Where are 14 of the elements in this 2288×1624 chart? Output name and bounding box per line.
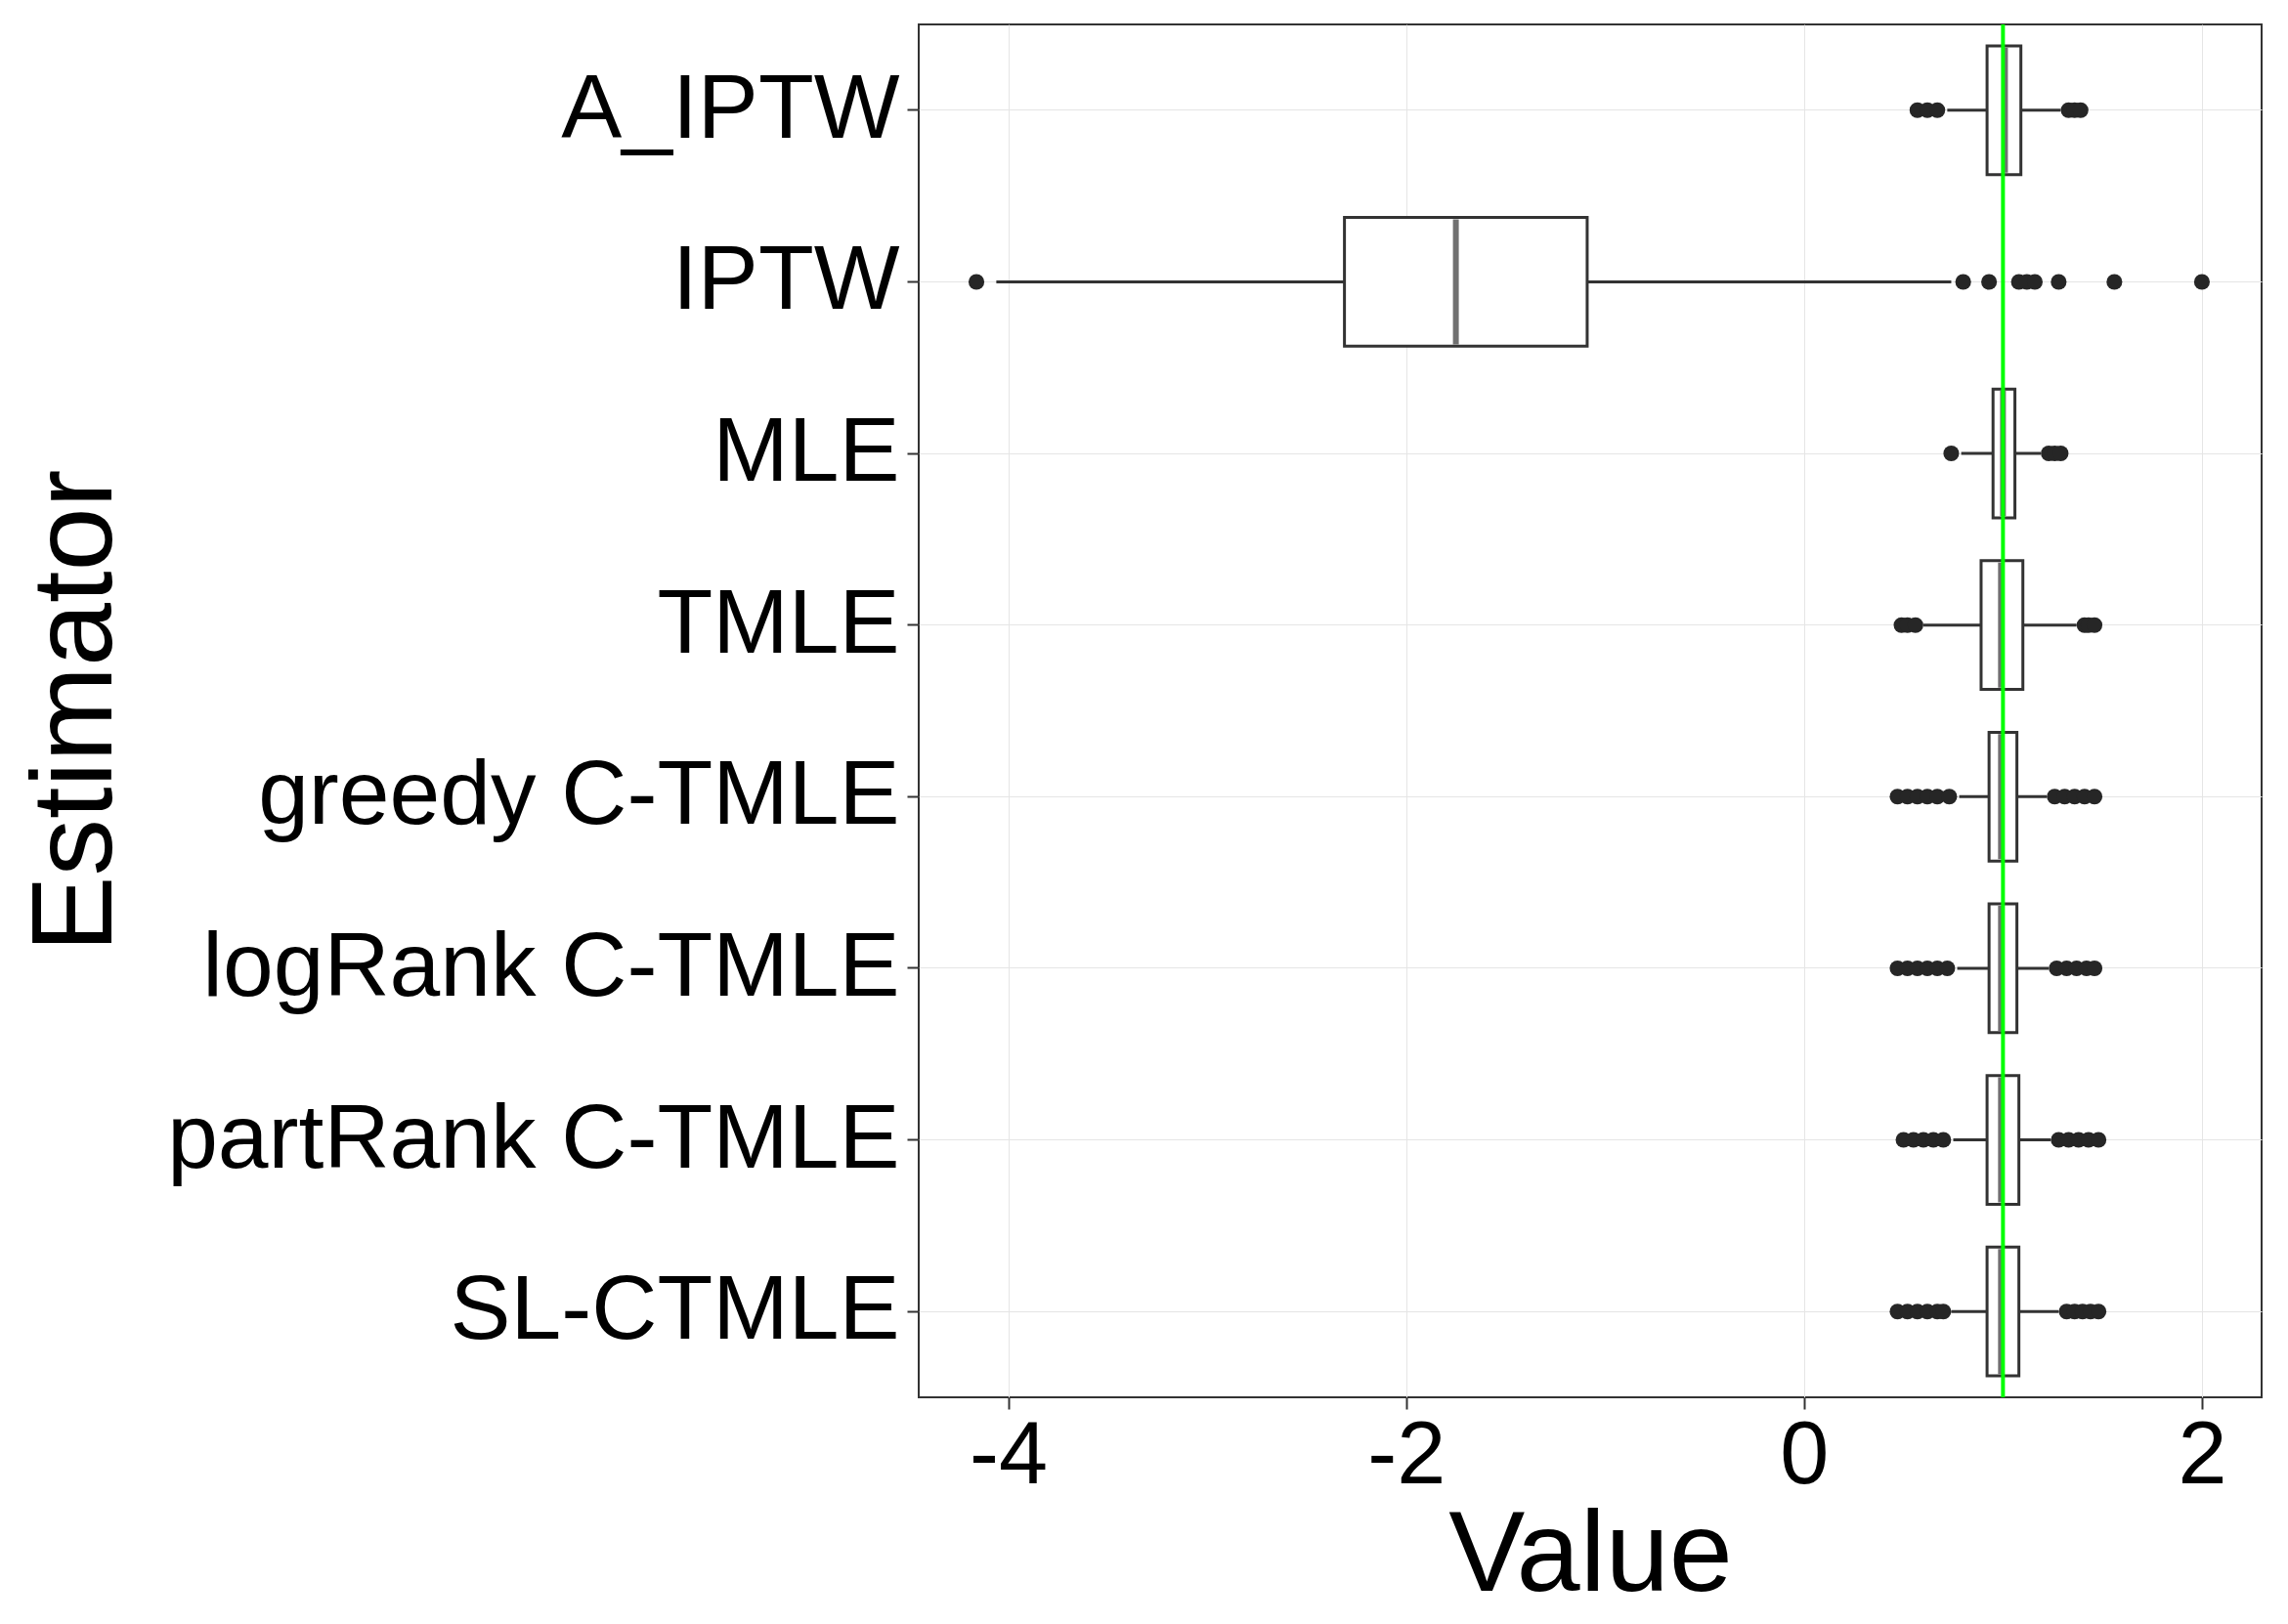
x-tick-label: -4 [970, 1403, 1049, 1502]
y-tick-label: MLE [712, 399, 900, 501]
y-tick-label: SL-CTMLE [450, 1257, 900, 1359]
y-tick-label: logRank C-TMLE [202, 913, 900, 1015]
y-tick-label: IPTW [672, 227, 900, 329]
x-axis-title: Value [1448, 1486, 1733, 1615]
x-tick-label: 2 [2178, 1403, 2227, 1502]
y-axis-title: Estimator [7, 469, 136, 953]
x-tick-label: 0 [1780, 1403, 1830, 1502]
y-tick-label: A_IPTW [561, 55, 900, 157]
y-tick-label: partRank C-TMLE [167, 1085, 900, 1187]
x-tick-label: -2 [1367, 1403, 1446, 1502]
y-tick-label: TMLE [657, 570, 900, 672]
y-tick-label: greedy C-TMLE [258, 742, 900, 844]
